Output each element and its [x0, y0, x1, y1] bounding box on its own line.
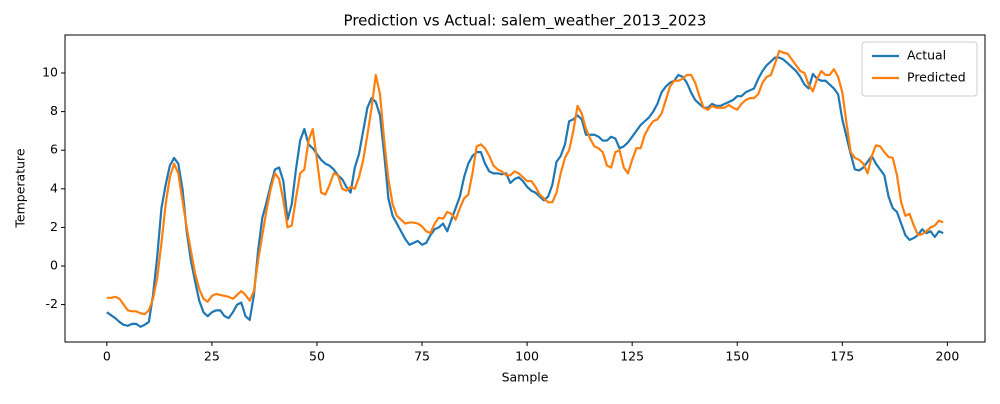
series-line — [106, 56, 944, 328]
y-tick-label: 10 — [42, 65, 58, 80]
legend-label: Actual — [907, 48, 946, 63]
x-tick-label: 0 — [103, 349, 111, 364]
x-tick-label: 50 — [309, 349, 325, 364]
y-tick-label: 8 — [50, 103, 58, 118]
x-tick-label: 175 — [830, 349, 854, 364]
x-tick-label: 150 — [725, 349, 749, 364]
x-tick-label: 100 — [515, 349, 539, 364]
y-axis-label: Temperature — [13, 148, 28, 228]
y-tick-label: 6 — [50, 142, 58, 157]
y-tick-label: 2 — [50, 219, 58, 234]
series-line — [106, 49, 944, 316]
x-axis-label: Sample — [502, 370, 549, 385]
y-tick-label: -2 — [46, 296, 58, 311]
x-tick-label: 125 — [620, 349, 644, 364]
legend-label: Predicted — [907, 70, 966, 85]
x-tick-label: 200 — [935, 349, 959, 364]
y-tick-label: 0 — [50, 257, 58, 272]
chart-title: Prediction vs Actual: salem_weather_2013… — [344, 12, 707, 31]
x-tick-label: 25 — [204, 349, 220, 364]
y-tick-label: 4 — [50, 180, 58, 195]
plot-frame — [64, 34, 986, 343]
x-tick-label: 75 — [414, 349, 430, 364]
